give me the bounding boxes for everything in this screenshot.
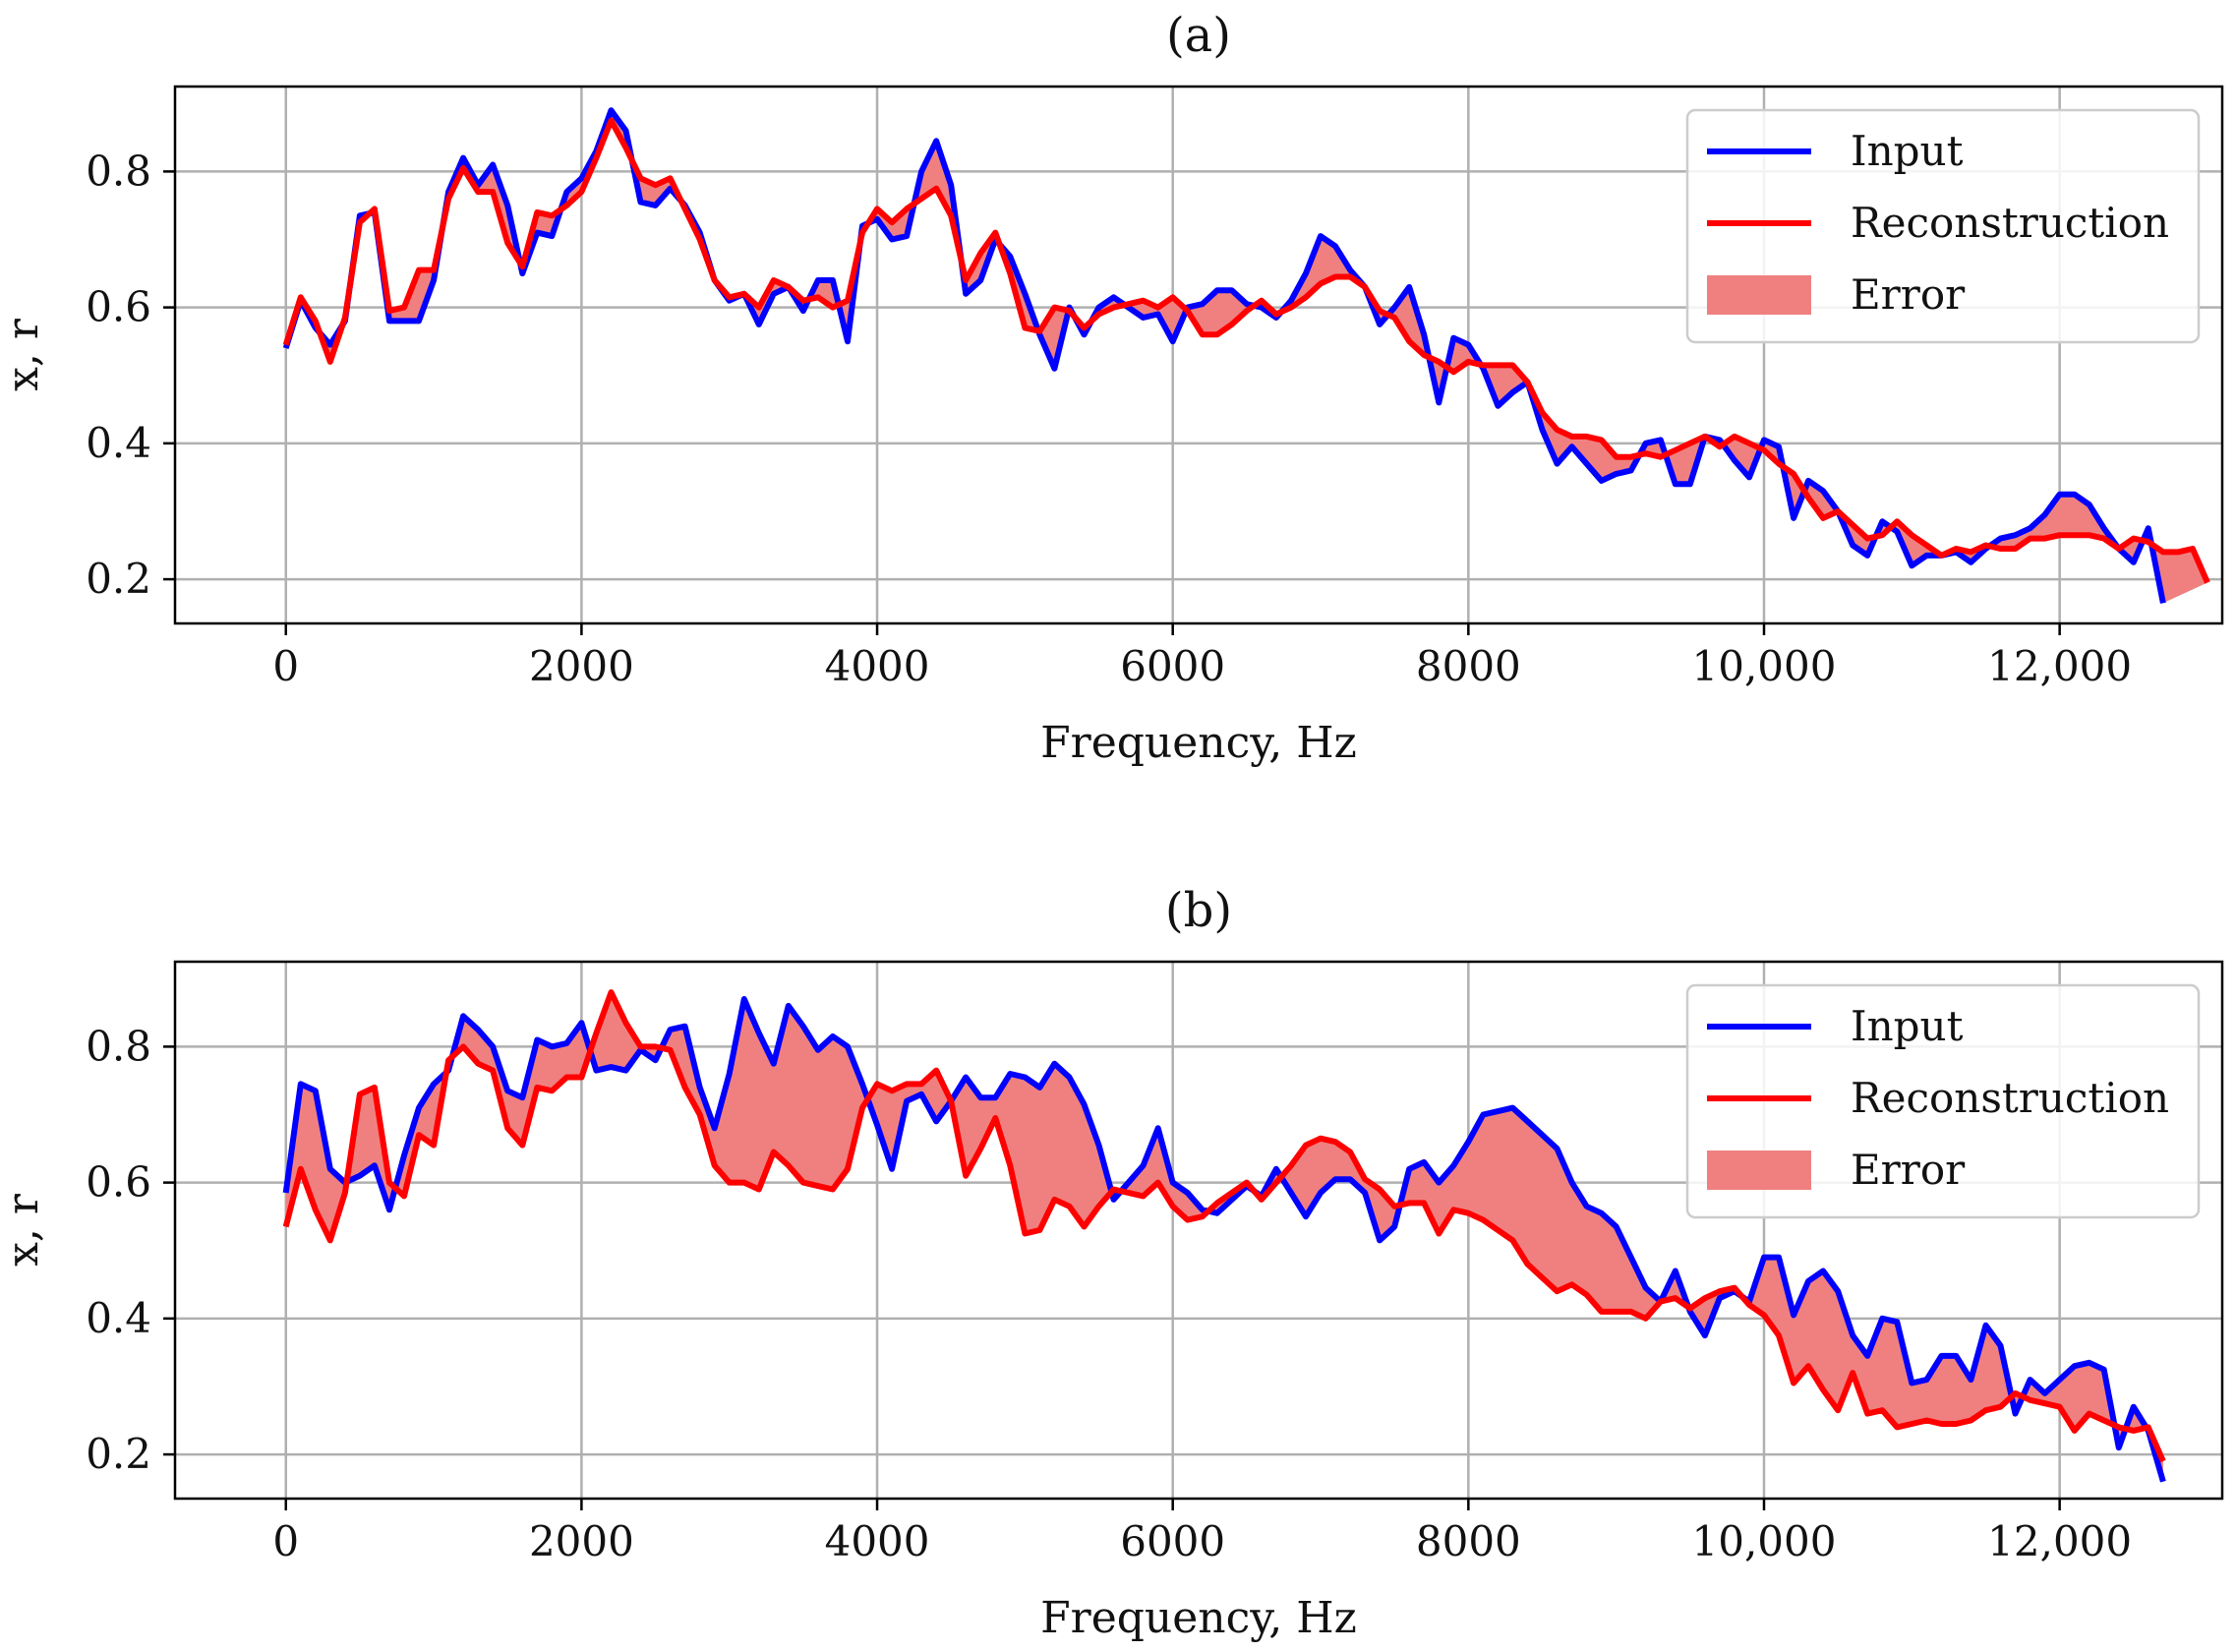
y-tick-label: 0.6 [86,283,151,331]
legend-box [1685,983,2201,1219]
x-axis-label: Frequency, Hz [1040,718,1357,768]
y-tick-label: 0.2 [86,1430,151,1478]
series-reconstruction-line [282,117,2210,584]
y-tick-label: 0.8 [86,1022,151,1070]
x-tick-label: 10,000 [1692,1517,1837,1565]
x-tick-label: 4000 [825,642,930,690]
axes-frame [173,960,2224,1501]
chart-title: (a) [1166,8,1231,63]
x-tick-label: 8000 [1416,1517,1521,1565]
x-tick-label: 8000 [1416,642,1521,690]
axes-frame [173,85,2224,625]
x-tick-label: 6000 [1120,642,1225,690]
legend-box [1685,108,2201,344]
legend-reconstruction-label: Reconstruction [1851,1074,2169,1122]
error-area [285,992,2163,1482]
legend-input-label: Input [1851,1002,1964,1050]
x-tick-label: 4000 [825,1517,930,1565]
x-tick-label: 12,000 [1987,642,2132,690]
y-tick-label: 0.4 [86,419,151,467]
y-tick-label: 0.2 [86,555,151,603]
legend-error-swatch [1707,275,1811,315]
y-axis-label: x, r [0,1193,48,1267]
y-tick-label: 0.6 [86,1158,151,1207]
legend-error-label: Error [1851,1146,1966,1194]
x-tick-label: 10,000 [1692,642,1837,690]
legend-error-label: Error [1851,270,1966,319]
x-tick-label: 0 [272,642,299,690]
legend-reconstruction-label: Reconstruction [1851,199,2169,247]
x-tick-label: 6000 [1120,1517,1225,1565]
series-input-line [282,996,2166,1483]
panel-b: 0 2000 4000 6000 8000 10,000 12,000 0.2 0.4 0.6 0.… [0,883,2224,1643]
panel-a: 0 2000 4000 6000 8000 10,000 12,000 0.2 0.4 0.6 0.… [0,8,2224,768]
legend-input-label: Input [1851,127,1964,175]
x-axis-label: Frequency, Hz [1040,1593,1357,1643]
y-tick-label: 0.4 [86,1294,151,1342]
x-tick-label: 2000 [529,1517,634,1565]
series-reconstruction-line [282,989,2166,1463]
y-tick-label: 0.8 [86,147,151,195]
x-tick-label: 12,000 [1987,1517,2132,1565]
x-tick-label: 2000 [529,642,634,690]
x-tick-label: 0 [272,1517,299,1565]
y-axis-label: x, r [0,318,48,391]
chart-title: (b) [1165,883,1232,938]
legend-error-swatch [1707,1150,1811,1190]
